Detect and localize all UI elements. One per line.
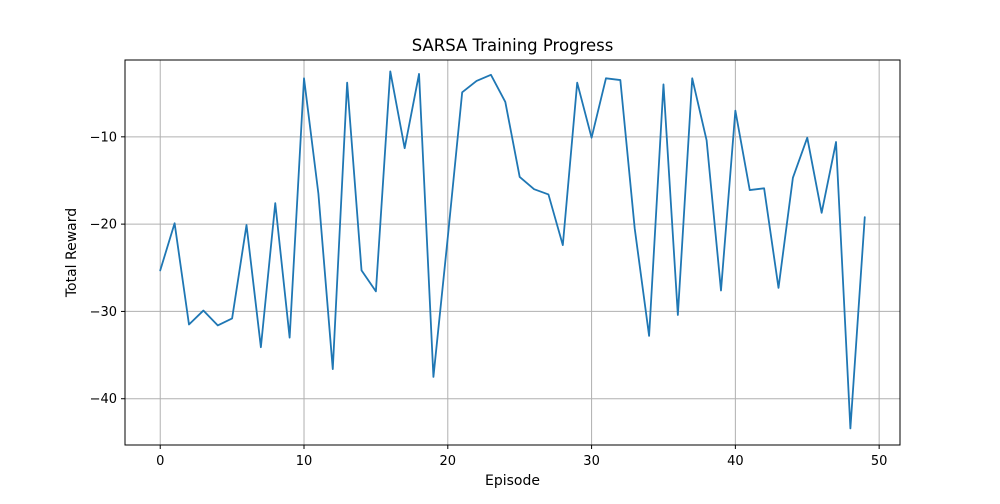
chart-title: SARSA Training Progress <box>412 36 614 55</box>
x-tick-label: 40 <box>727 454 744 469</box>
y-axis-label: Total Reward <box>64 208 80 298</box>
y-tick-label: −40 <box>90 392 117 407</box>
x-tick-label: 10 <box>296 454 313 469</box>
series-line <box>159 70 866 430</box>
x-tick-label: 50 <box>871 454 888 469</box>
axis-ticks: 0 10 20 30 40 50 −40 −30 −20 −10 <box>90 130 888 469</box>
y-tick-label: −10 <box>90 130 117 145</box>
y-tick-label: −20 <box>90 218 117 233</box>
plot-frame <box>124 59 901 446</box>
x-tick-label: 30 <box>583 454 600 469</box>
x-tick-label: 0 <box>156 454 164 469</box>
x-axis-label: Episode <box>485 473 540 489</box>
y-tick-label: −30 <box>90 305 117 320</box>
x-tick-label: 20 <box>440 454 457 469</box>
series-layer <box>159 70 866 430</box>
